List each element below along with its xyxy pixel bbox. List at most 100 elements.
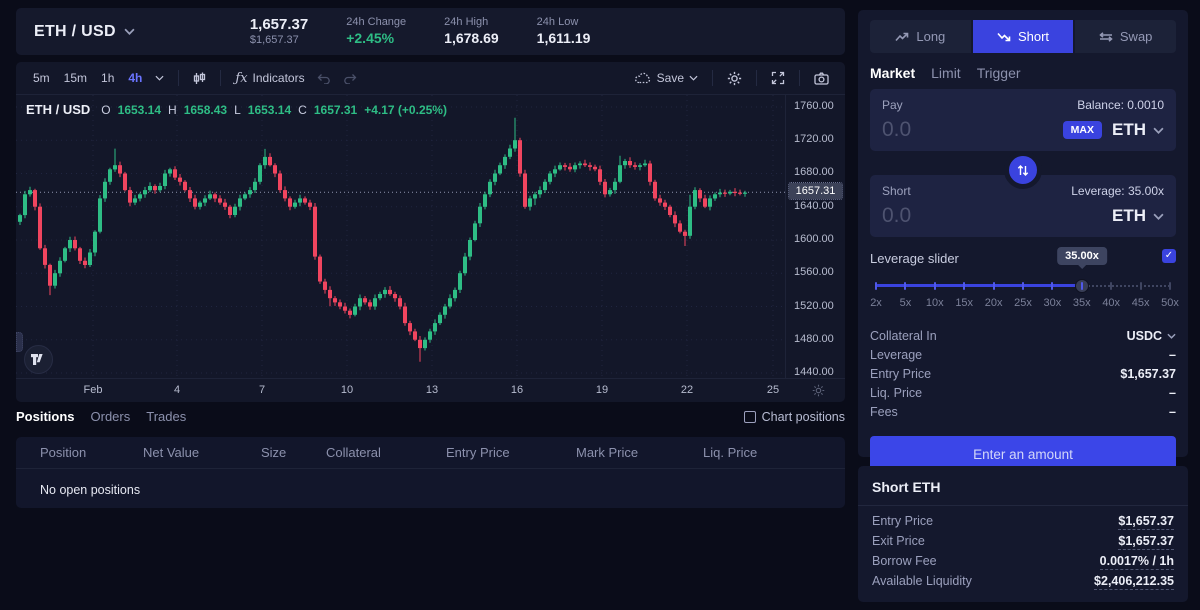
y-axis-label: 1440.00 xyxy=(794,366,834,378)
screenshot-button[interactable] xyxy=(808,69,835,88)
slider-tick xyxy=(1051,282,1054,290)
detail-label: Collateral In xyxy=(870,329,937,343)
x-axis-label: 19 xyxy=(595,384,609,396)
info-row-exit-price: Exit Price $1,657.37 xyxy=(872,534,1174,550)
drawing-toolbar-toggle[interactable] xyxy=(16,332,23,352)
slider-tick xyxy=(992,282,995,290)
tab-orders[interactable]: Orders xyxy=(90,409,131,424)
indicators-button[interactable]: ƒx Indicators xyxy=(229,68,310,89)
slider-tick xyxy=(1022,282,1024,290)
info-label: Available Liquidity xyxy=(872,574,972,588)
toolbar-divider xyxy=(178,70,180,86)
pair-selector[interactable]: ETH / USD xyxy=(34,23,135,41)
slider-mark-label[interactable]: 2x xyxy=(870,297,882,309)
tab-trades[interactable]: Trades xyxy=(146,409,187,424)
legend-open-label: O xyxy=(101,103,111,117)
chart-positions-toggle[interactable]: Chart positions xyxy=(743,410,845,424)
legend-high: 1658.43 xyxy=(183,103,228,117)
legend-low: 1653.14 xyxy=(247,103,292,117)
chevron-down-icon xyxy=(689,75,698,81)
timeframe-4h[interactable]: 4h xyxy=(128,71,143,85)
slider-mark-label[interactable]: 20x xyxy=(984,297,1003,309)
detail-value: – xyxy=(1169,348,1176,362)
info-label: Borrow Fee xyxy=(872,554,937,568)
chart-positions-checkbox[interactable] xyxy=(743,410,756,423)
tab-swap[interactable]: Swap xyxy=(1075,20,1176,53)
info-row-entry-price: Entry Price $1,657.37 xyxy=(872,514,1174,530)
leverage-section: Leverage slider 35.00x ✓ 2x 5x 10x 15x 20x 25… xyxy=(870,247,1179,317)
detail-value: – xyxy=(1169,405,1176,419)
switch-tokens-button[interactable] xyxy=(1004,151,1042,189)
slider-mark-label[interactable]: 5x xyxy=(899,297,912,309)
order-type-market[interactable]: Market xyxy=(870,65,916,81)
pay-box: Pay Balance: 0.0010 0.0 MAX ETH xyxy=(870,89,1176,151)
x-axis-label: 13 xyxy=(425,384,439,396)
slider-track-fill[interactable] xyxy=(876,284,1082,287)
stat-value: +2.45% xyxy=(346,29,395,46)
short-token-selector[interactable]: ETH xyxy=(1112,206,1164,226)
slider-mark-label[interactable]: 15x xyxy=(955,297,974,309)
info-value: $2,406,212.35 xyxy=(1094,574,1174,590)
stat-24h-change: 24h Change +2.45% xyxy=(346,16,406,47)
short-leverage-label: Leverage: 35.00x xyxy=(1071,184,1164,198)
pay-balance: Balance: 0.0010 xyxy=(1077,98,1164,112)
slider-mark-label[interactable]: 35x xyxy=(1072,297,1091,309)
order-type-limit[interactable]: Limit xyxy=(931,65,961,81)
positions-table: Position Net Value Size Collateral Entry… xyxy=(16,437,845,508)
x-axis-label: 25 xyxy=(766,384,780,396)
axis-settings-gear-icon[interactable] xyxy=(812,384,825,397)
collateral-token-selector[interactable]: USDC xyxy=(1127,329,1176,343)
redo-button[interactable] xyxy=(337,70,363,87)
short-info-card: Short ETH Entry Price $1,657.37 Exit Pri… xyxy=(858,466,1188,602)
pair-label: ETH / USD xyxy=(34,22,116,40)
order-type-trigger[interactable]: Trigger xyxy=(976,65,1021,81)
y-axis-label: 1600.00 xyxy=(794,232,834,245)
slider-mark-label[interactable]: 25x xyxy=(1014,297,1032,309)
slider-mark-label[interactable]: 45x xyxy=(1131,297,1150,309)
trend-up-icon xyxy=(895,32,909,41)
pay-amount-input[interactable]: 0.0 xyxy=(882,118,912,141)
leverage-slider[interactable] xyxy=(870,279,1176,293)
fx-icon: ƒx xyxy=(235,70,248,86)
price-axis[interactable]: 1760.00 1720.00 1680.00 1640.00 1600.00 1560.… xyxy=(785,95,845,378)
short-amount-input[interactable]: 0.0 xyxy=(882,204,912,227)
chart-settings-button[interactable] xyxy=(721,68,748,89)
timeframe-5m[interactable]: 5m xyxy=(33,71,50,85)
timeframe-menu-button[interactable] xyxy=(149,72,170,84)
slider-mark-label[interactable]: 10x xyxy=(925,297,944,309)
tab-short[interactable]: Short xyxy=(972,20,1074,53)
slider-marks: 2x 5x 10x 15x 20x 25x 30x 35x 40x 45x 50x xyxy=(870,297,1179,311)
timeframe-1h[interactable]: 1h xyxy=(101,71,115,85)
candle-style-button[interactable] xyxy=(187,69,212,88)
slider-mark-label[interactable]: 30x xyxy=(1043,297,1062,309)
toolbar-divider xyxy=(756,70,757,86)
chevron-down-icon xyxy=(155,75,164,81)
legend-close: 1657.31 xyxy=(313,103,358,117)
legend-close-label: C xyxy=(298,103,307,117)
tradingview-logo[interactable] xyxy=(24,345,53,374)
toolbar-divider xyxy=(712,70,713,86)
chart-plot[interactable]: ETH / USD O 1653.14 H 1658.43 L 1653.14 C 16… xyxy=(16,95,785,378)
leverage-slider-checkbox[interactable]: ✓ xyxy=(1162,249,1176,263)
chart-toolbar: 5m 15m 1h 4h ƒx Indicators Save xyxy=(16,62,845,95)
slider-mark-label[interactable]: 40x xyxy=(1102,297,1121,309)
order-details: Collateral In USDC Leverage – Entry Pric… xyxy=(870,329,1176,419)
tab-swap-label: Swap xyxy=(1119,29,1153,44)
candles-svg[interactable] xyxy=(16,95,785,378)
tab-positions[interactable]: Positions xyxy=(16,409,75,424)
time-axis[interactable]: Feb 4 7 10 13 16 19 22 25 xyxy=(16,378,845,401)
tradingview-logo-icon xyxy=(31,354,43,365)
timeframe-15m[interactable]: 15m xyxy=(63,71,88,85)
toolbar-divider xyxy=(220,70,222,86)
slider-mark-label[interactable]: 50x xyxy=(1161,297,1179,309)
chevron-down-icon xyxy=(1153,213,1164,220)
tab-long[interactable]: Long xyxy=(870,20,971,53)
slider-tick xyxy=(933,282,936,290)
fullscreen-button[interactable] xyxy=(765,68,791,88)
pay-token-selector[interactable]: ETH xyxy=(1112,120,1164,140)
undo-button[interactable] xyxy=(311,70,337,87)
amount-boxes: Pay Balance: 0.0010 0.0 MAX ETH Short Le… xyxy=(870,89,1176,237)
chart-legend: ETH / USD O 1653.14 H 1658.43 L 1653.14 C 16… xyxy=(26,102,447,117)
save-layout-button[interactable]: Save xyxy=(629,68,704,88)
max-button[interactable]: MAX xyxy=(1062,121,1102,139)
